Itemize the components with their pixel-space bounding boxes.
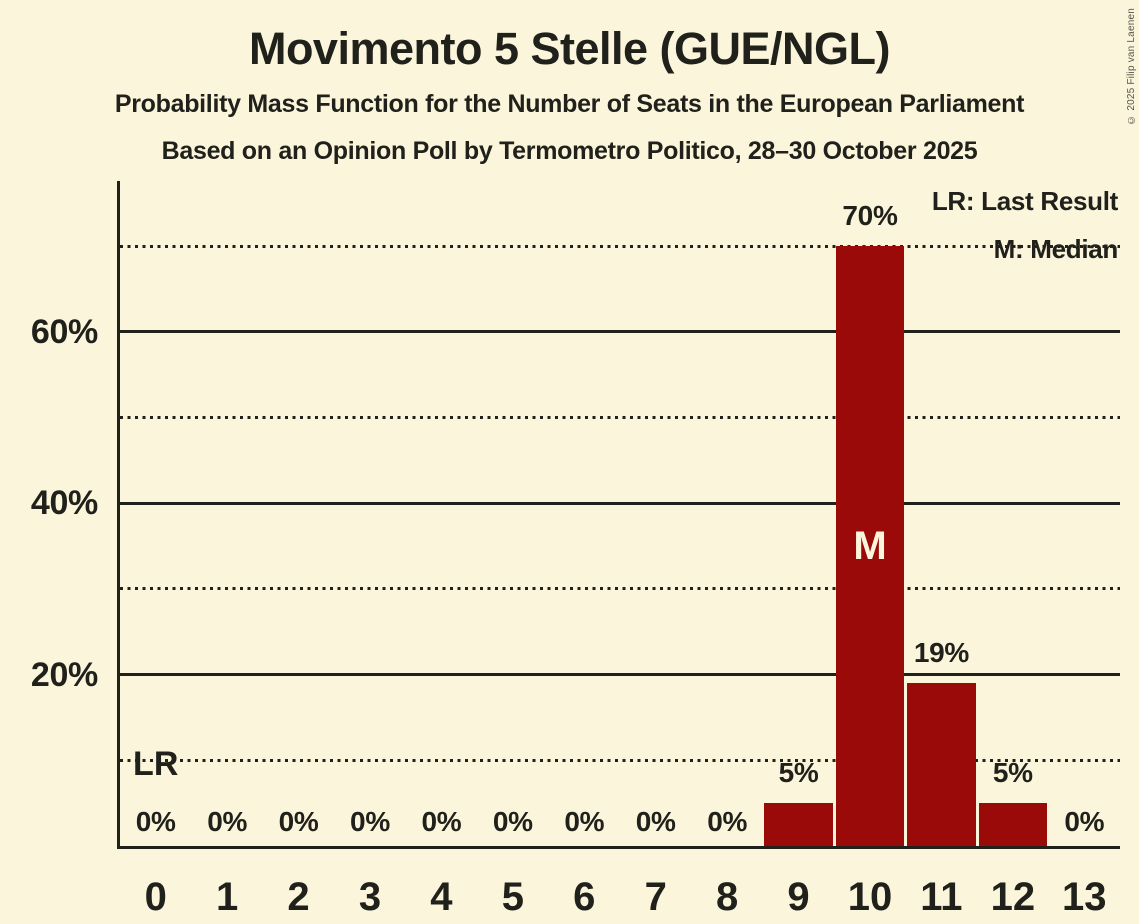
x-tick-label-4: 4 — [430, 875, 453, 919]
bar-value-label: 0% — [564, 806, 605, 837]
bar-value-label: 0% — [207, 806, 248, 837]
x-tick-label-5: 5 — [501, 875, 524, 919]
chart-source-subtitle: Based on an Opinion Poll by Termometro P… — [161, 137, 978, 165]
x-tick-label-7: 7 — [644, 875, 667, 919]
x-tick-label-6: 6 — [573, 875, 596, 919]
gridline-solid-60 — [120, 330, 1120, 334]
x-tick-label-8: 8 — [716, 875, 739, 919]
bar-seats-12 — [978, 803, 1048, 846]
x-tick-label-10: 10 — [847, 875, 893, 919]
bar-value-label: 5% — [992, 757, 1033, 789]
x-tick-label-2: 2 — [287, 875, 310, 919]
gridline-dotted-70 — [120, 244, 1120, 248]
bar-value-label: 0% — [421, 806, 462, 837]
gridline-dotted-30 — [120, 587, 1120, 591]
bar-value-label: 0% — [707, 806, 748, 837]
legend-median: M: Median — [993, 234, 1119, 264]
y-tick-label-40pct: 40% — [30, 484, 98, 523]
gridline-dotted-10 — [120, 758, 1120, 762]
bar-seats-9 — [764, 803, 833, 846]
bar-value-label: 0% — [278, 806, 319, 837]
page-title: Movimento 5 Stelle (GUE/NGL) — [248, 23, 891, 74]
x-tick-label-0: 0 — [144, 875, 167, 919]
x-tick-label-1: 1 — [216, 875, 239, 919]
x-tick-label-9: 9 — [787, 875, 810, 919]
gridline-solid-40 — [120, 501, 1120, 505]
bar-value-label: 70% — [842, 200, 898, 232]
bar-value-label: 0% — [635, 806, 676, 837]
plot-area: 0% 0 0% 1 0% 2 0% 3 0% 4 0% 5 0% 6 0% 7 0% 8 5% 9 70% 10 19% 11… — [117, 181, 1120, 919]
bar-value-label: 0% — [350, 806, 390, 837]
x-tick-label-13: 13 — [1062, 875, 1107, 919]
bar-value-label: 5% — [778, 757, 819, 789]
median-marker: M — [853, 524, 887, 569]
bar-value-label: 0% — [1064, 806, 1105, 837]
y-tick-label-60pct: 60% — [30, 312, 98, 351]
last-result-marker: LR — [133, 745, 179, 783]
bar-seats-10 — [835, 246, 905, 846]
bar-seats-11 — [907, 683, 976, 846]
copyright-notice: © 2025 Filip van Laenen — [1126, 8, 1137, 125]
bar-value-label: 0% — [135, 806, 176, 837]
bar-value-label: 19% — [913, 637, 969, 669]
bar-value-label: 0% — [492, 806, 533, 837]
x-tick-label-12: 12 — [990, 875, 1036, 919]
x-tick-label-3: 3 — [358, 875, 382, 919]
legend-last-result: LR: Last Result — [931, 186, 1118, 216]
chart-subtitle: Probability Mass Function for the Number… — [114, 90, 1025, 118]
gridline-dotted-50 — [120, 416, 1120, 420]
gridline-solid-20 — [120, 673, 1120, 677]
x-tick-label-11: 11 — [920, 875, 963, 919]
y-tick-label-20pct: 20% — [30, 655, 98, 694]
